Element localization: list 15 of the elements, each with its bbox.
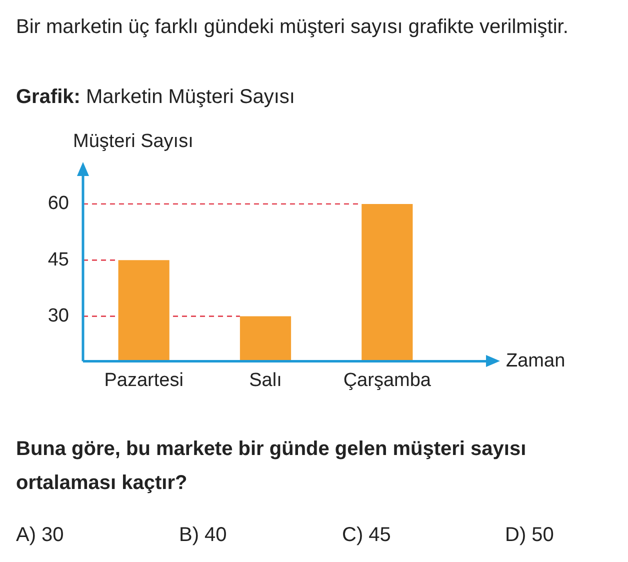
chart-title: Grafik: Marketin Müşteri Sayısı — [16, 86, 295, 109]
x-axis-title: Zaman — [506, 350, 566, 372]
y-tick-label: 45 — [48, 249, 69, 270]
text: D) 50 — [505, 524, 554, 547]
x-tick-label: Salı — [249, 370, 282, 391]
text: Buna göre, bu markete bir günde gelen müşteri sayısı ortalaması kaçtır? — [16, 437, 528, 496]
y-axis-title: Müşteri Sayısı — [73, 131, 194, 152]
text: A) 30 — [16, 524, 64, 547]
text: Bir marketin üç farklı gündeki müşteri sayısı grafikte verilmiştir. — [16, 15, 570, 40]
y-tick-label: 60 — [48, 193, 69, 214]
text: B) 40 — [179, 524, 227, 547]
y-tick-label: 30 — [48, 306, 69, 327]
x-tick-label: Pazartesi — [104, 370, 184, 391]
x-tick-label: Çarşamba — [343, 370, 432, 391]
text: C) 45 — [342, 524, 391, 547]
